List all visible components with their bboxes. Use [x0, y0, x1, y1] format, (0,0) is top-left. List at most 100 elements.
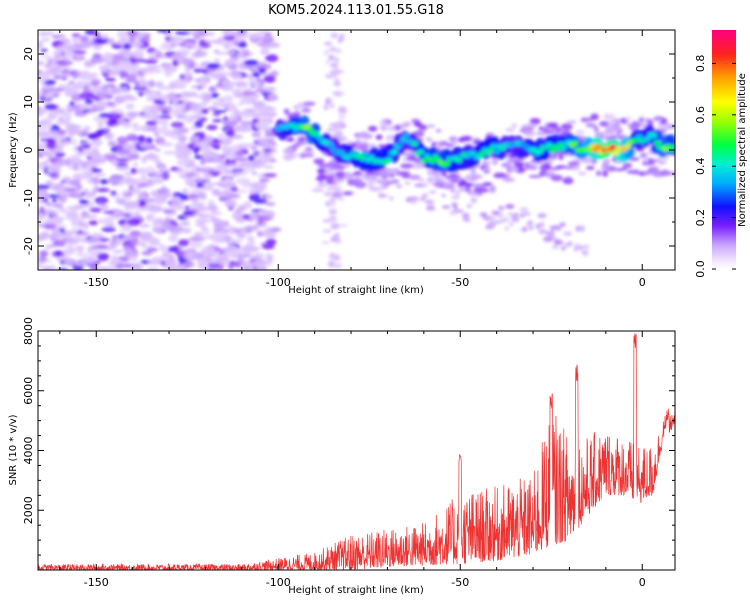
- heatmap-cell: [63, 247, 76, 256]
- y-tick-label: 4000: [22, 437, 35, 465]
- heatmap-cell: [142, 113, 152, 120]
- heatmap-cell: [538, 126, 545, 131]
- heatmap-cell: [158, 86, 173, 90]
- heatmap-cell: [111, 234, 121, 240]
- heatmap-cell: [175, 146, 190, 154]
- heatmap-cell: [97, 201, 106, 206]
- heatmap-cell: [107, 176, 122, 184]
- heatmap-cell: [115, 166, 130, 171]
- heatmap-cell: [311, 188, 324, 192]
- heatmap-cell: [44, 92, 50, 100]
- heatmap-cell: [218, 250, 225, 255]
- heatmap-cell: [218, 196, 228, 202]
- heatmap-cell: [199, 166, 213, 171]
- heatmap-cell: [418, 178, 426, 182]
- heatmap-cell: [262, 244, 275, 250]
- heatmap-cell: [243, 59, 259, 66]
- heatmap-cell: [566, 176, 571, 183]
- heatmap-cell: [329, 103, 335, 109]
- heatmap-cell: [111, 158, 118, 166]
- heatmap-cell: [163, 150, 178, 155]
- heatmap-cell: [213, 231, 228, 238]
- heatmap-cell: [334, 48, 342, 54]
- heatmap-cell: [377, 144, 388, 148]
- heatmap-cell: [554, 146, 562, 152]
- heatmap-cell: [505, 127, 515, 132]
- heatmap-cell: [229, 151, 235, 158]
- heatmap-cell: [225, 158, 231, 166]
- heatmap-cell: [572, 158, 584, 162]
- heatmap-cell: [263, 210, 276, 218]
- heatmap-cell: [92, 96, 101, 101]
- heatmap-cell: [658, 160, 666, 165]
- heatmap-cell: [332, 73, 338, 79]
- heatmap-cell: [197, 262, 210, 269]
- heatmap-cell: [78, 103, 93, 110]
- heatmap-cell: [338, 114, 346, 120]
- heatmap-cell: [40, 48, 48, 53]
- heatmap-cell: [79, 91, 94, 100]
- heatmap-cell: [316, 168, 327, 174]
- heatmap-cell: [64, 230, 75, 237]
- heatmap-cell: [525, 223, 532, 227]
- heatmap-cell: [624, 116, 633, 120]
- x-tick-label: -100: [266, 576, 291, 589]
- heatmap-cell: [132, 162, 138, 167]
- heatmap-cell: [127, 263, 138, 269]
- heatmap-cell: [251, 93, 260, 100]
- heatmap-cell: [337, 106, 347, 113]
- heatmap-cell: [427, 169, 433, 176]
- heatmap-cell: [39, 123, 52, 131]
- heatmap-cell: [522, 166, 530, 170]
- heatmap-cell: [212, 109, 227, 113]
- heatmap-cell: [70, 139, 78, 145]
- heatmap-cell: [131, 51, 145, 59]
- heatmap-cell: [620, 118, 627, 123]
- heatmap-cell: [265, 253, 273, 258]
- heatmap-cell: [126, 30, 138, 37]
- heatmap-cell: [222, 40, 232, 49]
- heatmap-cell: [264, 202, 276, 206]
- heatmap-cell: [38, 200, 45, 205]
- heatmap-cell: [94, 101, 109, 109]
- colorbar-tick-label: 0.2: [694, 209, 707, 227]
- heatmap-cell: [595, 143, 603, 149]
- heatmap-cell: [605, 115, 612, 119]
- heatmap-cell: [58, 228, 66, 233]
- heatmap-cell: [124, 248, 134, 257]
- heatmap-cell: [225, 193, 241, 199]
- y-tick-label: 8000: [22, 317, 35, 345]
- heatmap-cell: [264, 32, 272, 37]
- heatmap-cell: [237, 34, 249, 39]
- heatmap-cell: [202, 99, 209, 106]
- heatmap-cell: [458, 182, 464, 188]
- heatmap-cell: [119, 176, 135, 184]
- heatmap-cell: [47, 110, 57, 118]
- heatmap-cell: [498, 205, 505, 211]
- heatmap-cell: [197, 192, 207, 199]
- heatmap-cell: [81, 256, 94, 263]
- heatmap-cell: [263, 165, 274, 169]
- heatmap-cell: [471, 198, 478, 203]
- heatmap-cell: [114, 143, 125, 148]
- heatmap-cell: [385, 157, 393, 163]
- heatmap-cell: [246, 108, 261, 112]
- heatmap-cell: [99, 65, 108, 72]
- heatmap-cell: [400, 122, 412, 127]
- heatmap-cell: [265, 238, 277, 246]
- heatmap-cell: [336, 164, 345, 171]
- heatmap-cell: [145, 95, 153, 102]
- heatmap-cell: [175, 115, 188, 120]
- heatmap-cell: [178, 135, 188, 143]
- heatmap-cell: [181, 91, 191, 99]
- heatmap-cell: [83, 125, 91, 133]
- heatmap-cell: [590, 113, 599, 121]
- heatmap-cell: [99, 204, 109, 211]
- heatmap-cell: [575, 245, 581, 250]
- heatmap-cell: [333, 125, 341, 131]
- heatmap-cell: [466, 189, 473, 194]
- heatmap-cell: [230, 186, 238, 192]
- heatmap-cell: [189, 240, 203, 249]
- heatmap-cell: [113, 95, 128, 103]
- heatmap-cell: [441, 205, 451, 209]
